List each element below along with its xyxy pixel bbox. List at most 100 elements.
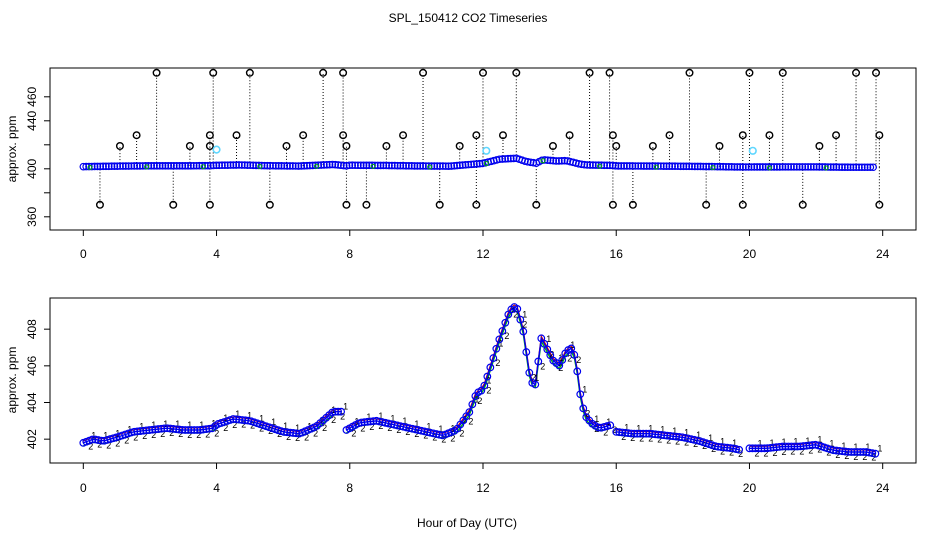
baseline-point — [283, 162, 291, 170]
series-b-marker: 2 — [639, 434, 644, 444]
baseline-point — [362, 161, 371, 170]
baseline-point — [733, 163, 742, 171]
baseline-point — [96, 162, 105, 171]
baseline-accent — [597, 163, 603, 169]
series-b-marker: 2 — [369, 422, 374, 432]
series-mean-point — [435, 430, 444, 439]
outlier-high-point — [282, 141, 291, 150]
baseline-point — [461, 161, 470, 169]
baseline-point — [354, 161, 362, 170]
series-mean-point — [636, 429, 645, 438]
baseline-point — [756, 163, 764, 171]
baseline-point — [852, 163, 861, 172]
series-mean-point — [468, 400, 477, 409]
outlier-low-point — [95, 200, 104, 209]
baseline-point — [150, 162, 158, 170]
series-b-marker: 2 — [612, 425, 617, 435]
series-a-marker: 1 — [769, 438, 774, 448]
baseline-point — [523, 158, 532, 166]
baseline-point — [574, 159, 583, 168]
series-b-marker: 2 — [331, 415, 336, 425]
baseline-point — [662, 162, 671, 170]
series-a-marker: 1 — [91, 431, 96, 441]
baseline-point — [555, 157, 563, 165]
series-b-marker: 2 — [738, 449, 743, 459]
series-mean-point — [531, 380, 540, 389]
outlier-high-point — [745, 68, 754, 77]
baseline-point — [192, 161, 201, 170]
outlier-low-point — [169, 200, 178, 209]
series-a-marker: 1 — [378, 411, 383, 421]
outlier-high-point — [152, 68, 161, 77]
x-tick-label: 20 — [743, 481, 757, 495]
baseline-point — [226, 161, 235, 169]
baseline-point — [348, 161, 357, 170]
series-a-marker: 1 — [696, 430, 701, 440]
baseline-point — [297, 162, 306, 170]
baseline-point — [133, 162, 141, 170]
baseline-point — [617, 162, 626, 170]
series-mean-point — [606, 421, 615, 430]
series-a-marker: 1 — [211, 419, 216, 429]
outlier-high-point — [232, 131, 241, 140]
series-b-marker: 2 — [790, 447, 795, 457]
baseline-point — [744, 163, 753, 171]
baseline-point — [249, 161, 257, 170]
baseline-point — [382, 161, 391, 170]
outlier-low-point — [532, 200, 541, 209]
top-plot-area — [79, 68, 884, 209]
baseline-point — [758, 163, 767, 171]
series-b-marker: 2 — [387, 423, 392, 433]
baseline-point — [170, 162, 178, 170]
series-b-marker: 2 — [378, 421, 383, 431]
series-mean-point — [190, 426, 199, 434]
baseline-point — [606, 161, 614, 170]
series-a-marker: 1 — [624, 422, 629, 432]
outlier-high-point — [875, 131, 884, 140]
outlier-high-point — [765, 131, 774, 140]
baseline-point — [252, 161, 260, 170]
series-a-marker: 1 — [877, 444, 882, 454]
baseline-accent — [87, 165, 93, 171]
series-a-marker: 1 — [684, 427, 689, 437]
baseline-point — [812, 163, 821, 171]
baseline-point — [829, 163, 838, 171]
series-b-marker: 2 — [621, 432, 626, 442]
series-a-marker: 1 — [151, 420, 156, 430]
baseline-point — [453, 161, 461, 170]
x-tick-label: 16 — [610, 481, 624, 495]
baseline-point — [815, 163, 824, 171]
series-mean-point — [513, 305, 522, 313]
baseline-point — [450, 161, 458, 170]
baseline-point — [447, 162, 456, 170]
series-mean-point — [465, 408, 474, 417]
baseline-point — [272, 161, 280, 170]
baseline-point — [413, 162, 422, 170]
baseline-point — [869, 163, 877, 172]
chart-title: SPL_150412 CO2 Timeseries — [389, 11, 548, 25]
baseline-point — [623, 162, 631, 170]
baseline-point — [175, 162, 184, 170]
baseline-point — [671, 162, 679, 171]
baseline-point — [674, 162, 682, 171]
y-tick-label: 406 — [25, 356, 39, 376]
baseline-accent — [200, 164, 206, 170]
baseline-point — [688, 162, 696, 171]
series-mean-point — [871, 449, 880, 458]
baseline-point — [116, 162, 124, 170]
series-a-marker: 1 — [307, 421, 312, 431]
series-b-marker: 2 — [340, 412, 345, 422]
baseline-point — [209, 161, 218, 170]
outlier-high-point — [565, 131, 574, 140]
baseline-point — [849, 163, 858, 172]
outlier-high-point — [185, 141, 194, 150]
baseline-accent — [427, 164, 433, 170]
baseline-point — [351, 161, 359, 170]
baseline-point — [727, 163, 736, 171]
baseline-point — [818, 163, 827, 171]
baseline-point — [560, 156, 569, 165]
series-b-marker: 2 — [808, 446, 813, 456]
series-b-marker: 2 — [666, 435, 671, 445]
